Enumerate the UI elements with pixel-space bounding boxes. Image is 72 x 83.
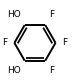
Text: F: F [62, 38, 68, 47]
Text: HO: HO [7, 66, 21, 75]
Text: F: F [49, 10, 55, 19]
Text: HO: HO [7, 10, 21, 19]
Text: F: F [2, 38, 8, 47]
Text: F: F [49, 66, 55, 75]
